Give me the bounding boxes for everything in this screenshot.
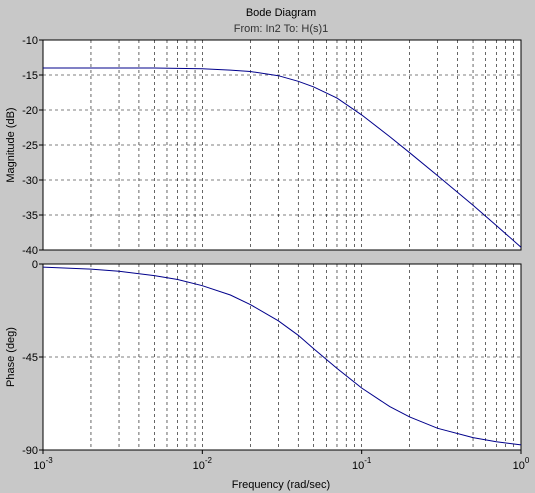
phase-series-line [42, 266, 522, 446]
x-tick-base: 10 [33, 460, 45, 472]
magnitude-y-tick-label: -20 [22, 105, 38, 117]
chart-subtitle: From: In2 To: H(s)1 [234, 23, 329, 35]
magnitude-y-tick-label: -10 [22, 35, 38, 47]
phase-plot-area [42, 263, 522, 451]
phase-y-tick-label: -90 [22, 445, 38, 457]
x-tick-label: 100 [513, 456, 530, 472]
magnitude-y-axis-label: Magnitude (dB) [5, 107, 17, 182]
x-tick-exponent: -2 [205, 456, 213, 465]
phase-y-tick-label: -45 [22, 352, 38, 364]
magnitude-y-tick-label: -30 [22, 175, 38, 187]
x-tick-base: 10 [513, 460, 525, 472]
magnitude-y-ticks: -10 -15 -20 -25 -30 -35 -40 [22, 35, 43, 257]
magnitude-panel: -10 -15 -20 -25 -30 -35 -40 Magnitude (dB) [5, 35, 522, 257]
x-axis-label: Frequency (rad/sec) [232, 479, 330, 491]
phase-y-ticks: 0 -45 -90 [22, 259, 43, 457]
x-tick-exponent: -1 [364, 456, 372, 465]
phase-grid [43, 264, 521, 450]
x-tick-exponent: 0 [525, 456, 530, 465]
x-tick-label: 10-2 [193, 456, 213, 472]
x-tick-label: 10-1 [352, 456, 372, 472]
x-axis-ticks: 10-3 10-2 10-1 100 [33, 450, 530, 472]
magnitude-y-tick-label: -35 [22, 210, 38, 222]
magnitude-y-tick-label: -40 [22, 245, 38, 257]
x-tick-exponent: -3 [46, 456, 54, 465]
x-tick-base: 10 [193, 460, 205, 472]
phase-panel: 0 -45 -90 Phase (deg) [5, 259, 522, 457]
chart-title: Bode Diagram [246, 7, 316, 19]
x-tick-label: 10-3 [33, 456, 53, 472]
magnitude-y-tick-label: -25 [22, 140, 38, 152]
magnitude-series-line [43, 67, 522, 248]
phase-y-axis-label: Phase (deg) [5, 327, 17, 387]
magnitude-plot-area [42, 39, 522, 251]
x-tick-base: 10 [352, 460, 364, 472]
phase-y-tick-label: 0 [32, 259, 38, 271]
magnitude-grid [43, 40, 521, 250]
magnitude-y-tick-label: -15 [22, 70, 38, 82]
